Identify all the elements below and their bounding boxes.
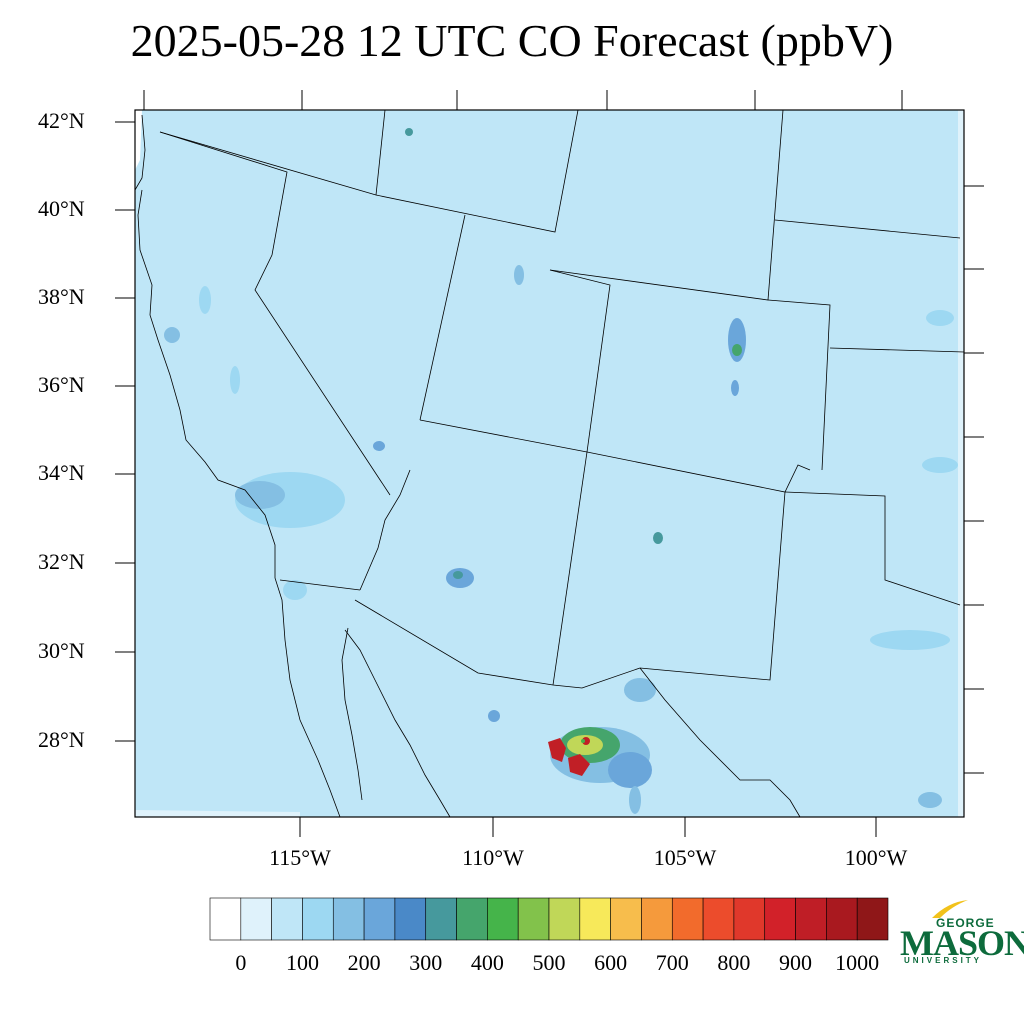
logo-line1: GEORGE xyxy=(936,916,995,930)
co-patch xyxy=(918,792,942,808)
colorbar-swatch xyxy=(856,897,889,941)
colorbar-tick-label: 200 xyxy=(347,950,381,975)
map-edge-gap xyxy=(135,110,142,170)
lat-label-40: 40°N xyxy=(38,196,85,221)
co-patch xyxy=(567,735,603,755)
colorbar-swatch xyxy=(671,897,704,941)
logo-line2: MASON xyxy=(900,923,1024,963)
lat-label-36: 36°N xyxy=(38,372,85,397)
state-border-ut-co xyxy=(549,269,611,453)
colorbar-swatch xyxy=(517,897,550,941)
colorbar-tick-label: 100 xyxy=(285,950,319,975)
ticks xyxy=(115,90,984,837)
co-patch xyxy=(624,678,656,702)
co-patch xyxy=(488,710,500,722)
map-frame xyxy=(134,109,965,818)
colorbar-swatch xyxy=(610,897,642,941)
co-patch xyxy=(514,265,524,285)
colorbar-tick-label: 900 xyxy=(779,950,813,975)
co-hotspot xyxy=(581,739,585,743)
colorbar-swatch xyxy=(795,897,827,941)
borders xyxy=(134,109,965,818)
lon-label-100: 100°W xyxy=(844,845,908,870)
colorbar-tick-label: 700 xyxy=(655,950,689,975)
co-patch xyxy=(653,532,663,544)
colorbar-swatch xyxy=(209,897,242,941)
co-patch xyxy=(373,441,385,451)
colorbar-swatch xyxy=(425,897,457,941)
lat-label-38: 38°N xyxy=(38,284,85,309)
colorbar-swatch xyxy=(579,897,611,941)
co-hotspot xyxy=(548,738,566,762)
state-border-co-ks xyxy=(767,299,831,471)
colorbar-swatch xyxy=(456,897,488,941)
colorbar-swatch xyxy=(702,897,735,941)
colorbar-tick-label: 0 xyxy=(235,950,247,975)
colorbar-swatch xyxy=(826,897,858,941)
colorbar-tick-label: 400 xyxy=(470,950,504,975)
colorbar-swatch xyxy=(487,897,519,941)
lat-label-28: 28°N xyxy=(38,727,85,752)
colorbar-tick-label: 300 xyxy=(409,950,443,975)
co-hotspot xyxy=(582,737,590,745)
state-border-mexico xyxy=(279,491,786,689)
colorbar-swatch xyxy=(641,897,673,941)
co-patch xyxy=(731,380,739,396)
lat-label-42: 42°N xyxy=(38,108,85,133)
co-hotspots xyxy=(548,737,590,776)
co-patch xyxy=(629,786,641,814)
co-patch xyxy=(922,457,958,473)
colorbar-swatch xyxy=(302,897,334,941)
co-patch xyxy=(283,580,307,600)
map-edge-gap xyxy=(135,810,300,817)
logo-line3: UNIVERSITY xyxy=(904,956,983,965)
co-patch xyxy=(926,310,954,326)
co-patch xyxy=(235,481,285,509)
colorbar-tick-label: 1000 xyxy=(835,950,880,975)
colorbar-tick-label: 500 xyxy=(532,950,566,975)
lon-label-110: 110°W xyxy=(462,845,524,870)
colorbar xyxy=(209,897,889,941)
lon-label-115: 115°W xyxy=(269,845,331,870)
colorbar-swatch xyxy=(548,897,581,941)
coastline xyxy=(134,114,341,818)
map-field xyxy=(135,110,964,817)
co-patch xyxy=(405,128,413,136)
coastline xyxy=(344,469,451,818)
colorbar-swatch xyxy=(332,897,365,941)
state-border-tx xyxy=(639,491,961,818)
colorbar-swatch xyxy=(733,897,766,941)
co-patches xyxy=(164,128,958,814)
co-hotspot xyxy=(568,754,590,776)
state-border-az-nm xyxy=(552,451,588,686)
logo-swoosh-icon xyxy=(932,900,968,918)
lon-label-105: 105°W xyxy=(653,845,717,870)
colorbar-swatch xyxy=(240,897,272,941)
map-edge-gap xyxy=(958,110,964,817)
colorbar-swatch xyxy=(363,897,396,941)
lat-label-30: 30°N xyxy=(38,638,85,663)
co-patch xyxy=(608,752,652,788)
state-border-nv-ut xyxy=(419,214,466,421)
lat-label-34: 34°N xyxy=(38,460,85,485)
co-patch xyxy=(164,327,180,343)
state-border-ca-nv xyxy=(159,131,391,496)
co-patch xyxy=(230,366,240,394)
state-border-ks-ne xyxy=(774,219,965,353)
co-patch xyxy=(870,630,950,650)
colorbar-swatch xyxy=(394,897,427,941)
gmu-logo: GEORGE MASON UNIVERSITY xyxy=(898,898,1024,978)
colorbar-tick-label: 600 xyxy=(594,950,628,975)
state-border-id-wy xyxy=(375,109,579,233)
colorbar-tick-label: 800 xyxy=(717,950,751,975)
lat-label-32: 32°N xyxy=(38,549,85,574)
co-patch xyxy=(453,571,463,579)
co-patch xyxy=(199,286,211,314)
colorbar-swatch xyxy=(271,897,303,941)
co-patch xyxy=(732,344,742,356)
colorbar-swatch xyxy=(764,897,796,941)
coastline xyxy=(341,627,363,801)
page-title: 2025-05-28 12 UTC CO Forecast (ppbV) xyxy=(130,15,894,66)
